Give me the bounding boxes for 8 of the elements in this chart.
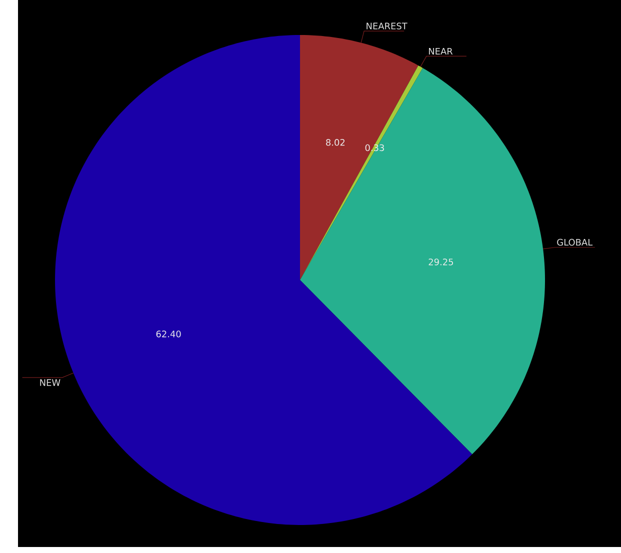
data-label: 62.40 — [156, 330, 181, 338]
data-label: 0.33 — [365, 144, 384, 152]
slice-label: GLOBAL — [557, 238, 593, 246]
slice-label: NEAREST — [366, 22, 408, 30]
data-label: 8.02 — [326, 138, 345, 146]
slice-label: NEW — [40, 379, 60, 386]
data-label: 29.25 — [428, 258, 453, 266]
slice-label: NEAR — [428, 48, 453, 55]
